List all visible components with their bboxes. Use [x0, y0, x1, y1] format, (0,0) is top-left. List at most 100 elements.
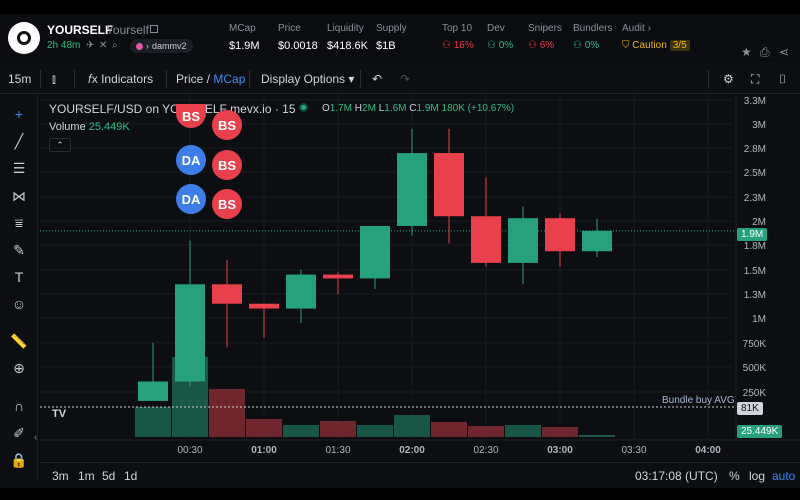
indicators-button[interactable]: 𝑓x Indicators — [88, 72, 154, 86]
supply-label: Supply — [376, 23, 407, 34]
magnet-icon[interactable]: ∩ — [13, 398, 25, 414]
share-icon[interactable]: ⋖ — [779, 45, 790, 59]
y-tick-label: 250K — [743, 388, 767, 399]
volume-label: Volume 25.449K — [49, 121, 130, 133]
ohlc-readout: O1.7M H2M L1.6M C1.9M 180K (+10.67%) — [322, 103, 515, 114]
pattern-icon[interactable]: ⋈ — [12, 188, 26, 204]
fullscreen-icon[interactable]: ⛶ — [751, 72, 760, 86]
bundlers-value: ⚇ 0% — [573, 40, 600, 51]
candle-body — [434, 153, 464, 217]
price-label: Price — [278, 23, 301, 34]
token-logo[interactable] — [8, 22, 40, 54]
percent-toggle[interactable]: % — [729, 469, 740, 483]
star-icon[interactable]: ★ — [741, 45, 752, 59]
link-icon[interactable]: ✈ — [86, 40, 95, 51]
toolbar-divider — [74, 70, 75, 88]
volume-bar — [135, 407, 171, 437]
bundle-buy-label: Bundle buy AVG — [662, 395, 735, 406]
y-tick-label: 1M — [752, 314, 766, 325]
audit-label[interactable]: Audit › — [622, 23, 651, 34]
pool-dot-icon — [136, 42, 143, 50]
redo-icon[interactable]: ↷ — [400, 72, 411, 86]
brush-icon[interactable]: ✎ — [13, 242, 25, 258]
auto-toggle[interactable]: auto — [772, 469, 796, 483]
ruler-icon[interactable]: 📏 — [10, 333, 28, 349]
tradingview-logo[interactable]: TV — [52, 408, 67, 420]
bs-marker[interactable]: BS — [176, 104, 206, 128]
x-tick-label: 03:00 — [547, 445, 573, 456]
x-tick-label: 01:30 — [325, 445, 350, 456]
pencil-lock-icon[interactable]: ✐ — [13, 425, 25, 441]
lock-icon[interactable]: 🔒 — [10, 452, 28, 468]
price-mcap-toggle[interactable]: Price / MCap — [176, 72, 246, 86]
token-subtitle: Yourself — [106, 23, 149, 37]
da-marker[interactable]: DA — [176, 184, 206, 214]
candle-body — [175, 284, 205, 382]
symbol-label: YOURSELF/USD on YOURSELF mevx.io · 15 — [49, 102, 296, 116]
settings-icon[interactable]: ⚙ — [723, 72, 734, 86]
token-age: 2h 48m — [47, 40, 81, 51]
toolbar-divider — [249, 70, 250, 88]
dev-value: ⚇ 0% — [487, 40, 514, 51]
x-tick-label: 02:00 — [399, 445, 425, 456]
fib-icon[interactable]: ⩸ — [14, 215, 24, 231]
y-tick-label: 2.3M — [744, 193, 766, 204]
volume-bar — [357, 425, 393, 437]
x-tick-label: 03:30 — [621, 445, 646, 456]
range-1d-button[interactable]: 1d — [124, 469, 138, 483]
snipers-label: Snipers — [528, 23, 562, 34]
x-tick-label: 01:00 — [251, 445, 277, 456]
collapse-rail-icon[interactable]: ‹ — [34, 432, 38, 443]
volume-bar — [246, 419, 282, 437]
chevron-right-icon: › — [146, 41, 149, 51]
mcap-label: MCap — [229, 23, 256, 34]
price-value: $0.0018 — [278, 40, 318, 52]
undo-icon[interactable]: ↶ — [372, 72, 383, 86]
display-options-button[interactable]: Display Options ▾ — [261, 72, 355, 86]
volume-bar — [209, 389, 245, 437]
snipers-value: ⚇ 6% — [528, 40, 555, 51]
y-tick-label: 1.3M — [744, 290, 766, 301]
top10-value: ⚇ 16% — [442, 40, 474, 51]
pool-chip[interactable]: › dammv2 — [130, 39, 193, 53]
candle-type-icon[interactable]: ⫾ — [52, 72, 56, 86]
dev-label: Dev — [487, 23, 505, 34]
candle-body — [286, 274, 316, 309]
interval-button[interactable]: 15m — [8, 72, 32, 86]
price-chart[interactable]: 250K 500K 750K 1M 1.3M 1.5M 1.8M 2M 2.3M 2.5M 2.8M… — [40, 95, 800, 485]
candle-body — [212, 284, 242, 304]
bs-marker[interactable]: BS — [212, 110, 242, 140]
export-icon[interactable]: ⎙ — [760, 45, 770, 59]
text-icon[interactable]: T — [14, 269, 24, 285]
token-header: YOURSELF Yourself 2h 48m ✈ ✕ ⌕ › dammv2 … — [0, 14, 800, 62]
range-1m-button[interactable]: 1m — [78, 469, 95, 483]
bs-marker[interactable]: BS — [212, 150, 242, 180]
drawing-tools-rail: + ╱ ☰ ⋈ ⩸ ✎ T ☺ 📏 ⊕ ∩ ✐ 🔒 — [0, 95, 38, 480]
zoom-icon[interactable]: ⊕ — [13, 360, 25, 376]
volume-bar — [283, 425, 319, 437]
bs-marker[interactable]: BS — [212, 189, 242, 219]
current-price-tag: 1.9M — [737, 228, 768, 241]
trendline-icon[interactable]: ╱ — [14, 133, 24, 149]
horizontal-lines-icon[interactable]: ☰ — [12, 160, 26, 176]
emoji-icon[interactable]: ☺ — [11, 296, 27, 312]
y-tick-label: 750K — [743, 339, 767, 350]
camera-icon[interactable]: ⌷ — [779, 72, 787, 86]
copy-icon[interactable] — [150, 25, 158, 33]
volume-bar — [542, 427, 578, 437]
y-tick-label: 2M — [752, 217, 766, 228]
da-marker[interactable]: DA — [176, 145, 206, 175]
crosshair-icon[interactable]: + — [14, 106, 24, 122]
log-toggle[interactable]: log — [749, 469, 766, 483]
volume-bar — [320, 421, 356, 437]
x-icon[interactable]: ✕ — [99, 40, 108, 51]
bundlers-label: Bundlers — [573, 23, 613, 34]
range-5d-button[interactable]: 5d — [102, 469, 116, 483]
range-3m-button[interactable]: 3m — [52, 469, 69, 483]
collapse-legend-button[interactable]: ⌃ — [49, 138, 71, 152]
y-tick-label: 2.8M — [744, 144, 766, 155]
utc-clock[interactable]: 03:17:08 (UTC) — [635, 469, 718, 483]
search-icon[interactable]: ⌕ — [112, 40, 118, 51]
caution-badge[interactable]: ⛉ Caution 3/5 — [622, 40, 690, 51]
